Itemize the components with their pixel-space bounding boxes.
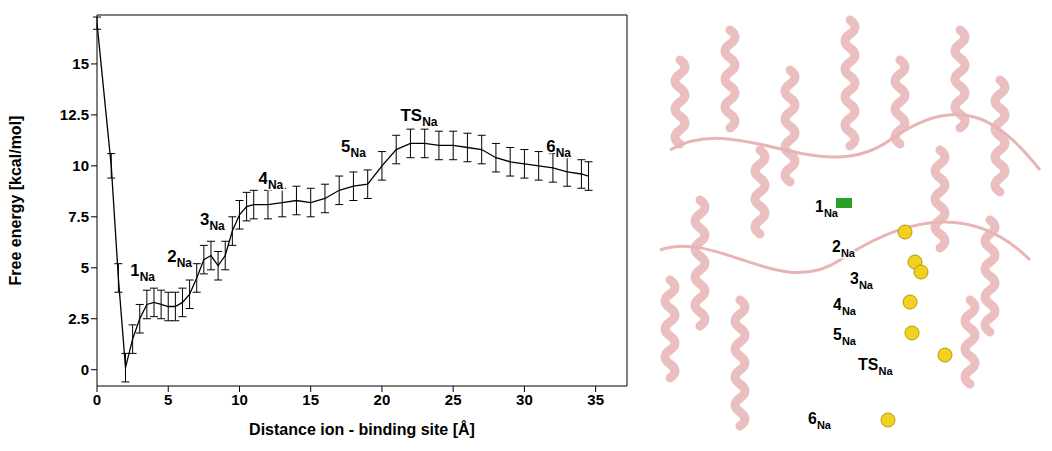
- svg-text:TSNa: TSNa: [858, 356, 893, 377]
- svg-text:Distance ion - binding site [Å: Distance ion - binding site [Å]: [249, 420, 475, 438]
- svg-text:5: 5: [81, 259, 89, 276]
- svg-text:5Na: 5Na: [833, 326, 857, 347]
- svg-text:2Na: 2Na: [167, 247, 192, 270]
- svg-text:3Na: 3Na: [200, 210, 225, 233]
- svg-text:1Na: 1Na: [815, 198, 839, 219]
- svg-text:4Na: 4Na: [258, 169, 283, 192]
- svg-text:10: 10: [231, 391, 248, 408]
- svg-text:15: 15: [72, 55, 89, 72]
- svg-text:25: 25: [445, 391, 462, 408]
- svg-text:Free energy [kcal/mol]: Free energy [kcal/mol]: [7, 116, 24, 286]
- svg-text:6Na: 6Na: [546, 137, 571, 160]
- svg-text:12.5: 12.5: [60, 106, 89, 123]
- svg-text:35: 35: [587, 391, 604, 408]
- svg-text:2Na: 2Na: [832, 238, 856, 259]
- svg-text:10: 10: [72, 157, 89, 174]
- svg-text:0: 0: [93, 391, 101, 408]
- svg-text:5Na: 5Na: [341, 137, 366, 160]
- svg-text:15: 15: [302, 391, 319, 408]
- svg-text:2.5: 2.5: [68, 310, 89, 327]
- svg-text:TSNa: TSNa: [400, 106, 437, 129]
- svg-text:5: 5: [164, 391, 172, 408]
- svg-text:7.5: 7.5: [68, 208, 89, 225]
- svg-text:4Na: 4Na: [833, 296, 857, 317]
- svg-text:3Na: 3Na: [850, 270, 874, 291]
- svg-text:0: 0: [81, 361, 89, 378]
- svg-text:20: 20: [374, 391, 391, 408]
- svg-text:1Na: 1Na: [130, 261, 155, 284]
- svg-text:6Na: 6Na: [808, 410, 832, 431]
- svg-text:30: 30: [516, 391, 533, 408]
